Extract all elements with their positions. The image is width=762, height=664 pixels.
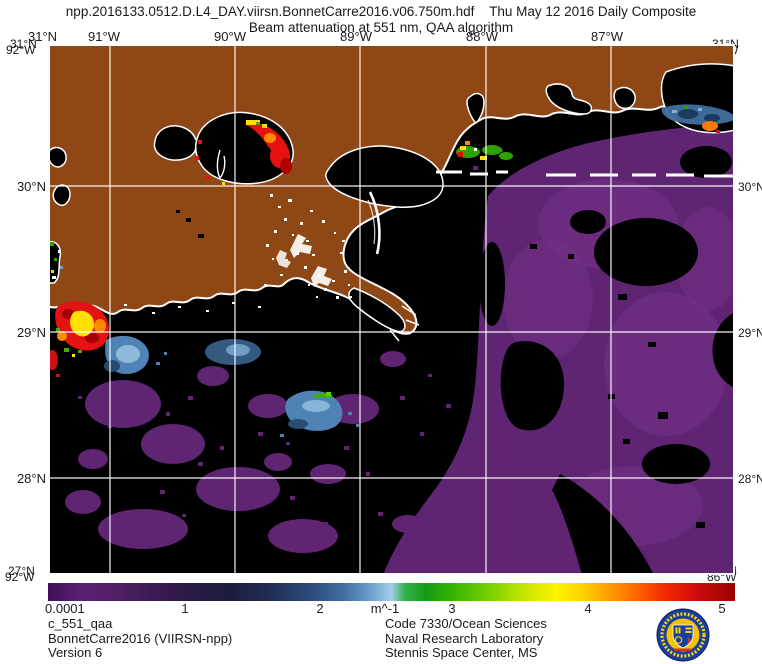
axis-label-29n-left: 29°N xyxy=(16,325,46,340)
cyan-patch-central xyxy=(280,390,359,437)
nrl-seal-logo xyxy=(656,608,710,662)
map-canvas xyxy=(48,44,735,575)
axis-label-30n-right: 30°N xyxy=(738,180,762,194)
barrier-islands xyxy=(436,170,735,178)
product-version: Version 6 xyxy=(48,645,103,661)
plume-mobile-entrance xyxy=(661,104,735,133)
axis-label-91w: 91°W xyxy=(88,29,120,44)
org-code: Code 7330/Ocean Sciences xyxy=(385,616,547,631)
cyan-patch-delta xyxy=(104,335,261,374)
axis-label-89w: 89°W xyxy=(340,29,372,44)
lake-borgne xyxy=(325,145,444,208)
sediment-plume-atchafalaya xyxy=(48,301,109,377)
axis-label-87w: 87°W xyxy=(591,29,623,44)
colorbar xyxy=(48,583,735,601)
product-info: c_551_qaa BonnetCarre2016 (VIIRSN-npp) V… xyxy=(48,616,233,661)
coastal-plume-pearl xyxy=(456,141,513,160)
causeway xyxy=(216,149,226,180)
organization-info: Code 7330/Ocean Sciences Naval Research … xyxy=(385,616,547,661)
coastal-bays xyxy=(466,83,636,124)
axis-label-90w: 90°W xyxy=(214,29,246,44)
colorbar-units: m^-1 xyxy=(370,601,400,616)
satellite-map xyxy=(48,44,735,575)
axis-label-30n-left: 30°N xyxy=(16,179,46,194)
product-name: c_551_qaa xyxy=(48,616,113,631)
page-title: npp.2016133.0512.D.L4_DAY.viirsn.BonnetC… xyxy=(65,4,697,19)
page-subtitle: Beam attenuation at 551 nm, QAA algorith… xyxy=(248,20,514,35)
marsh-speckles xyxy=(68,194,352,314)
colorbar-tick-4: 4 xyxy=(584,601,592,616)
left-edge-specks xyxy=(50,242,63,279)
purple-data-field xyxy=(383,124,735,575)
axis-label-28n-right: 28°N xyxy=(738,472,762,486)
axis-label-29n-right: 29°N xyxy=(738,326,762,340)
delta-birdfoot xyxy=(348,287,420,342)
sediment-plume-pontchartrain xyxy=(196,120,292,185)
colorbar-tick-min: 0.0001 xyxy=(45,601,85,616)
axis-label-88w: 88°W xyxy=(466,29,498,44)
colorbar-tick-2: 2 xyxy=(316,601,324,616)
colorbar-tick-5: 5 xyxy=(718,601,726,616)
axis-label-28n-left: 28°N xyxy=(16,471,46,486)
colorbar-tick-1: 1 xyxy=(181,601,189,616)
chandeleur-islands xyxy=(367,191,381,255)
axis-label-31n-top: 31°N xyxy=(28,29,58,44)
map-border xyxy=(48,44,735,575)
colorbar-tick-3: 3 xyxy=(448,601,456,616)
org-name: Naval Research Laboratory xyxy=(385,630,544,646)
gridlines xyxy=(48,44,735,575)
nrl-seal-icon xyxy=(656,608,710,662)
product-region: BonnetCarre2016 (VIIRSN-npp) xyxy=(48,630,233,646)
org-location: Stennis Space Center, MS xyxy=(385,645,538,661)
